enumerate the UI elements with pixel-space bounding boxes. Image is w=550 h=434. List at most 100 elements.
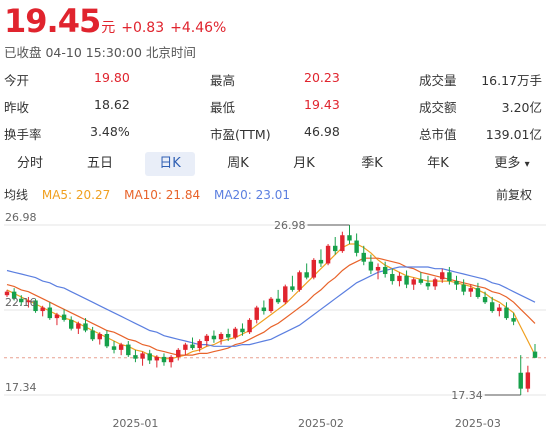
stat-value: 18.62 — [94, 97, 130, 112]
y-tick-label: 17.34 — [5, 381, 37, 394]
candle-body — [133, 355, 138, 359]
stat-label: 最低 — [210, 100, 236, 115]
candle-body — [97, 333, 102, 340]
stat-label: 换手率 — [4, 127, 42, 142]
candle-body — [489, 302, 495, 312]
stat-value: 3.48% — [90, 124, 130, 139]
candle-body — [161, 356, 167, 363]
candle-body — [475, 288, 481, 297]
candle-body — [4, 291, 10, 296]
stat-label: 昨收 — [4, 100, 30, 115]
last-price: 19.45 — [4, 2, 101, 40]
candle-body — [211, 335, 217, 340]
chevron-down-icon: ▾ — [524, 159, 530, 170]
stat-label: 成交额 — [419, 100, 457, 115]
candle-body — [61, 314, 67, 320]
candle-body — [290, 286, 295, 290]
candle-body — [225, 333, 231, 338]
x-tick-label: 2025-02 — [298, 417, 344, 430]
tab-five-day[interactable]: 五日 — [86, 156, 113, 171]
candle-body — [190, 344, 195, 349]
candle-body — [261, 307, 267, 312]
candle-body — [304, 272, 309, 278]
candle-body — [183, 344, 188, 350]
candle-body — [168, 356, 174, 363]
candle-body — [432, 279, 438, 287]
period-tabs: 分时 五日 日K 周K 月K 季K 年K 更多 ▾ — [0, 148, 550, 180]
price-unit: 元 — [101, 20, 116, 36]
stats-row: 今开 19.80 最高 20.23 成交量 16.17万手 — [4, 66, 546, 93]
candle-body — [233, 328, 238, 338]
ma5-value: MA5: 20.27 — [41, 188, 111, 202]
axis-ticks: 26.9822.1617.342025-012025-022025-032025… — [5, 211, 501, 430]
candle-body — [497, 307, 502, 312]
candle-body — [268, 298, 274, 312]
tab-yearly-k[interactable]: 年K — [427, 156, 449, 171]
candle-body — [197, 341, 202, 349]
chart-grid — [4, 224, 546, 396]
candle-body — [83, 323, 88, 331]
tab-daily-k[interactable]: 日K — [145, 152, 195, 176]
stat-label: 市盈(TTM) — [210, 127, 271, 142]
candle-body — [333, 245, 338, 252]
stat-label: 今开 — [4, 73, 30, 88]
candle-body — [354, 240, 359, 253]
y-tick-label: 26.98 — [5, 211, 37, 224]
candle-body — [504, 307, 509, 319]
ma-title: 均线 — [4, 188, 29, 202]
candle-body — [511, 318, 516, 322]
candle-body — [126, 344, 131, 356]
ma-line-ma20 — [6, 266, 536, 347]
candle-body — [76, 323, 81, 329]
candle-body — [482, 296, 488, 303]
candle-body — [104, 333, 110, 347]
candle-body — [111, 346, 117, 350]
stat-label: 总市值 — [419, 127, 457, 142]
candle-body — [40, 307, 45, 312]
candle-body — [418, 279, 424, 283]
candle-body — [361, 252, 366, 262]
candle-body — [461, 284, 466, 292]
ma-line-ma10 — [6, 257, 536, 356]
stat-value: 139.01亿 — [485, 127, 542, 142]
candle-body — [440, 272, 445, 280]
candle-body — [204, 335, 209, 342]
candle-body — [318, 259, 324, 264]
tab-weekly-k[interactable]: 周K — [227, 156, 249, 171]
candle-body — [218, 333, 224, 340]
ma-line-ma5 — [6, 243, 536, 360]
candle-body — [118, 344, 124, 350]
tab-intraday[interactable]: 分时 — [16, 156, 43, 171]
candle-body — [325, 245, 331, 264]
candle-body — [425, 282, 431, 287]
candle-body — [404, 275, 409, 285]
candles — [4, 225, 538, 395]
stat-value: 19.43 — [304, 97, 340, 112]
adjust-mode-button[interactable]: 前复权 — [495, 188, 532, 202]
candle-body — [275, 298, 281, 303]
candle-body — [311, 259, 317, 278]
tab-more[interactable]: 更多 ▾ — [484, 152, 540, 176]
candle-body — [382, 266, 388, 275]
y-tick-label: 22.16 — [5, 296, 37, 309]
candle-body — [69, 319, 74, 329]
ma10-value: MA10: 21.84 — [124, 188, 201, 202]
candle-body — [19, 298, 24, 303]
tab-monthly-k[interactable]: 月K — [293, 156, 315, 171]
kline-chart[interactable]: 26.98 17.34 26.98 22.16 17.34 2025-01 2025-02… — [0, 205, 550, 434]
stats-row: 昨收 18.62 最低 19.43 成交额 3.20亿 — [4, 93, 546, 120]
candle-body — [154, 356, 160, 361]
price-change: +0.83 — [121, 20, 165, 36]
stat-value: 20.23 — [304, 70, 340, 85]
candle-body — [254, 307, 259, 320]
candle-body — [525, 372, 531, 389]
stat-value: 16.17万手 — [481, 73, 542, 88]
candle-body — [454, 281, 459, 285]
candle-body — [90, 330, 95, 340]
quote-header: 19.45元 +0.83 +4.46% — [4, 2, 226, 40]
ma-legend: 均线 MA5: 20.27 MA10: 21.84 MA20: 23.01 前复… — [4, 186, 546, 203]
candle-body — [33, 300, 38, 312]
tab-more-label: 更多 — [494, 156, 521, 171]
candle-body — [411, 279, 416, 285]
tab-quarterly-k[interactable]: 季K — [361, 156, 383, 171]
